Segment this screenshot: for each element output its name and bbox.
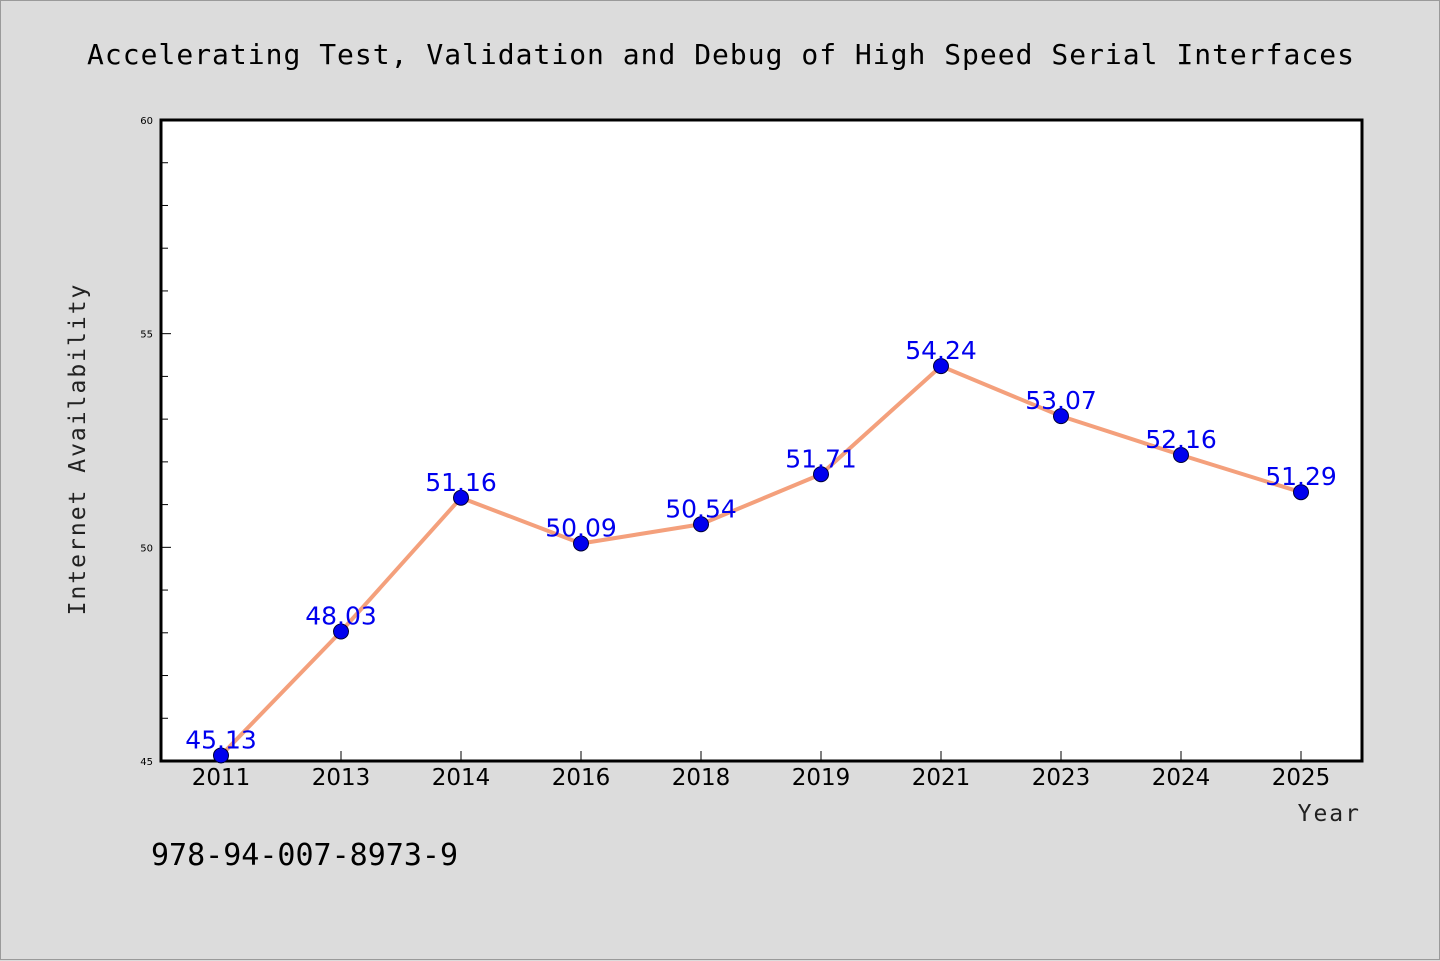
data-point [1173,447,1189,464]
data-point [1053,408,1069,425]
data-label: 50.54 [665,494,737,523]
x-tick-label: 2025 [1272,765,1331,791]
y-axis-ticks: 45 50 55 60 [140,116,171,768]
data-point [813,466,829,483]
data-point [693,516,709,533]
data-point [573,535,589,552]
data-point [1293,484,1309,501]
data-label: 51.16 [425,468,497,497]
x-tick-label: 2019 [792,765,851,791]
x-axis-label: Year [1298,801,1361,827]
data-label: 45.13 [185,725,257,754]
x-tick-label: 2023 [1032,765,1091,791]
x-tick-label: 2014 [432,765,491,791]
data-label: 51.29 [1265,462,1337,491]
data-label: 52.16 [1145,425,1217,454]
plot-area [159,118,1364,763]
x-tick-label: 2013 [312,765,371,791]
y-tick-label: 60 [140,116,153,127]
data-label: 51.71 [785,444,857,473]
data-point [933,358,949,375]
x-tick-label: 2016 [552,765,611,791]
data-point [333,623,349,640]
data-point [213,747,229,764]
y-tick-label: 45 [140,757,153,768]
series-layer: 45.13 48.03 51.16 50.09 50.54 51.71 54.24 53.07… [185,336,1337,764]
data-label: 54.24 [905,336,977,365]
data-label: 48.03 [305,602,377,631]
y-tick-label: 50 [140,543,153,554]
x-tick-label: 2018 [672,765,731,791]
x-tick-label: 2024 [1152,765,1211,791]
isbn-text: 978-94-007-8973-9 [151,838,458,873]
series-line [219,364,1303,758]
chart-title: Accelerating Test, Validation and Debug … [87,38,1355,71]
x-tick-label: 2021 [912,765,971,791]
x-axis-ticks: 2011 2013 2014 2016 2018 2019 2021 2023 2024 2025 [192,751,1331,791]
data-label: 53.07 [1025,386,1097,415]
data-point [453,489,469,506]
y-tick-label: 55 [140,330,153,341]
y-axis-label: Internet Availability [65,283,91,616]
x-tick-label: 2011 [192,765,251,791]
data-label: 50.09 [545,513,617,542]
